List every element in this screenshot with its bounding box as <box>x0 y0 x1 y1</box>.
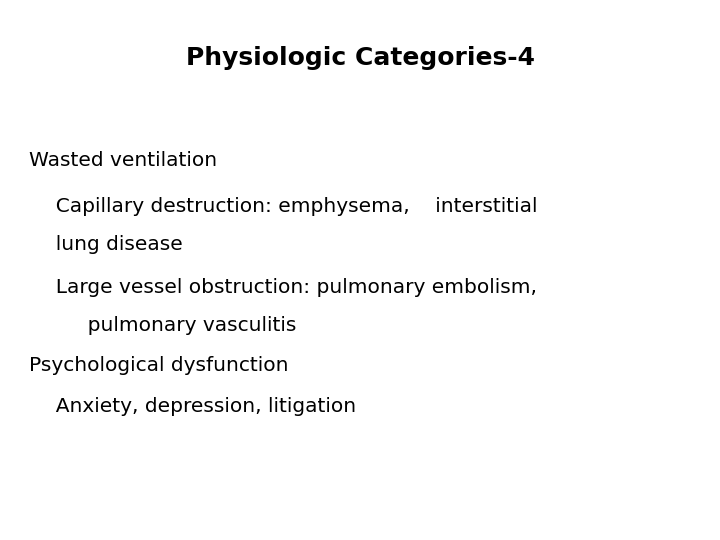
Text: Anxiety, depression, litigation: Anxiety, depression, litigation <box>43 397 356 416</box>
Text: Wasted ventilation: Wasted ventilation <box>29 151 217 170</box>
Text: Physiologic Categories-4: Physiologic Categories-4 <box>186 46 534 70</box>
Text: Large vessel obstruction: pulmonary embolism,: Large vessel obstruction: pulmonary embo… <box>43 278 537 297</box>
Text: Psychological dysfunction: Psychological dysfunction <box>29 356 288 375</box>
Text: Capillary destruction: emphysema,    interstitial: Capillary destruction: emphysema, inters… <box>43 197 538 216</box>
Text: lung disease: lung disease <box>43 235 183 254</box>
Text: pulmonary vasculitis: pulmonary vasculitis <box>43 316 297 335</box>
